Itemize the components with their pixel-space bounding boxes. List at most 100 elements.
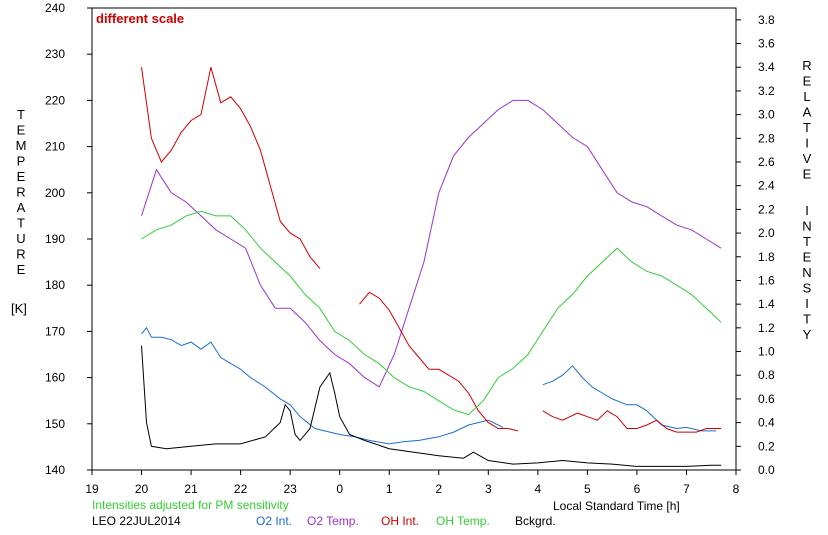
legend-item: O2 Temp. [307,514,359,528]
y-axis-label-left-letter: E [17,262,26,277]
y-axis-label-right-letter: Y [803,327,812,342]
right-tick-label: 0.4 [758,416,775,430]
right-tick-label: 0.6 [758,392,775,406]
right-tick-label: 2.0 [758,226,775,240]
y-axis-label-left-letter: A [17,200,26,215]
right-tick-label: 2.2 [758,202,775,216]
right-tick-label: 3.6 [758,37,775,51]
right-tick-label: 1.4 [758,297,775,311]
right-tick-label: 1.8 [758,250,775,264]
left-tick-label: 170 [45,324,65,338]
y-axis-label-left-letter: E [17,123,26,138]
y-axis-label-right-letter: T [803,312,811,327]
left-tick-label: 150 [45,417,65,431]
y-axis-label-left-letter: R [16,247,25,262]
y-axis-label-left-letter: M [16,138,27,153]
series-line-o2-int [141,326,504,445]
series-line-oh-int [359,291,519,432]
right-tick-label: 0.0 [758,463,775,477]
x-tick-label: 5 [584,482,591,496]
legend-item: OH Int. [381,514,419,528]
x-tick-label: 1 [386,482,393,496]
left-tick-label: 230 [45,47,65,61]
left-tick-label: 160 [45,371,65,385]
left-tick-label: 210 [45,140,65,154]
right-tick-label: 0.8 [758,368,775,382]
x-tick-label: 4 [535,482,542,496]
series-line-oh-int [542,410,722,433]
y-axis-label-right-letter: L [803,89,810,104]
right-tick-label: 1.2 [758,321,775,335]
right-tick-label: 1.6 [758,273,775,287]
y-axis-label-right-letter: N [802,219,811,234]
right-tick-label: 2.6 [758,155,775,169]
x-tick-label: 7 [683,482,690,496]
right-tick-label: 2.4 [758,179,775,193]
y-axis-label-right-letter: R [802,58,811,73]
left-tick-label: 180 [45,278,65,292]
right-axis-ticks: 0.0 0.2 0.4 0.6 0.8 1.0 1.2 1.4 1.6 1.8 2.0 2.2 2.4 2… [736,13,775,477]
plot-frame [91,7,737,471]
y-axis-label-right-letter: V [803,151,812,166]
x-tick-label: 22 [234,482,248,496]
x-tick-label: 0 [336,482,343,496]
right-tick-label: 3.0 [758,108,775,122]
right-tick-label: 3.4 [758,60,775,74]
y-axis-label-left-letter: T [17,216,25,231]
right-tick-label: 2.8 [758,131,775,145]
x-tick-label: 23 [283,482,297,496]
series-line-oh-temp [141,210,722,416]
x-tick-label: 19 [85,482,99,496]
x-axis-label: Local Standard Time [h] [553,499,680,513]
x-tick-label: 20 [135,482,149,496]
y-axis-label-right-letter: E [803,74,812,89]
footer-left: LEO 22JUL2014 [92,514,181,528]
series-layer [141,67,722,467]
x-tick-label: 21 [184,482,198,496]
y-axis-unit-left: [K] [11,301,27,316]
y-axis-label-left-letter: P [17,154,26,169]
y-axis-label-right-letter: I [805,296,809,311]
y-axis-label-right-letter: I [805,136,809,151]
legend-item: OH Temp. [436,514,490,528]
x-axis-ticks: 19 20 21 22 23 0 1 2 3 4 5 6 7 8 [85,470,740,496]
y-axis-label-left-letter: R [16,185,25,200]
x-tick-label: 3 [485,482,492,496]
series-line-o2-temp [141,99,722,388]
y-axis-label-right-letter: S [803,281,812,296]
right-tick-label: 3.8 [758,13,775,27]
x-tick-label: 6 [634,482,641,496]
series-line-o2-int [542,365,717,432]
right-tick-label: 0.2 [758,439,775,453]
y-axis-label-left-letter: T [17,107,25,122]
left-axis-ticks: 140 150 160 170 180 190 200 210 220 230 240 [45,1,92,477]
x-tick-label: 2 [435,482,442,496]
left-tick-label: 220 [45,93,65,107]
series-line-bckgrd [141,345,722,467]
x-tick-label: 8 [733,482,740,496]
y-axis-label-right-letter: I [805,203,809,218]
y-axis-label-left-letter: E [17,169,26,184]
series-line-oh-int [141,67,321,269]
left-tick-label: 190 [45,232,65,246]
y-axis-label-right-letter: T [803,120,811,135]
right-tick-label: 1.0 [758,345,775,359]
right-tick-label: 3.2 [758,84,775,98]
left-tick-label: 240 [45,1,65,15]
y-axis-label-right-letter: E [803,167,812,182]
y-axis-label-right-letter: A [803,105,812,120]
left-tick-label: 200 [45,186,65,200]
legend-item: O2 Int. [256,514,292,528]
y-axis-label-left-letter: U [16,231,25,246]
left-tick-label: 140 [45,463,65,477]
annotation-top: different scale [96,11,184,26]
y-axis-label-right-letter: E [803,250,812,265]
legend: O2 Int. O2 Temp. OH Int. OH Temp. Bckgrd. [256,514,556,528]
y-axis-label-right-letter: T [803,234,811,249]
y-axis-label-right-letter: N [802,265,811,280]
legend-item: Bckgrd. [515,514,556,528]
annotation-bottom: Intensities adjusted for PM sensitivity [92,498,289,512]
